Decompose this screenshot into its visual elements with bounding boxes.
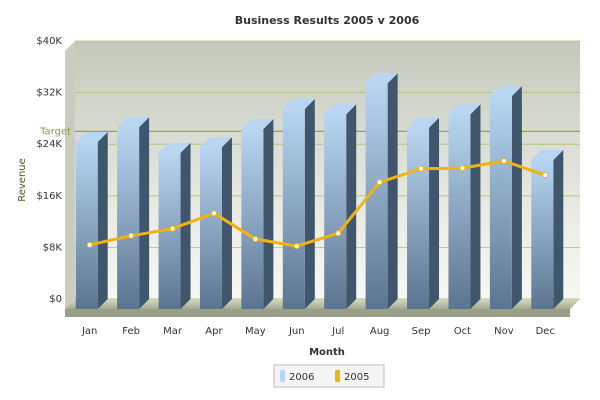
bar bbox=[448, 114, 471, 310]
x-tick-label: Aug bbox=[370, 326, 390, 337]
bar-side bbox=[511, 86, 522, 310]
line-point bbox=[293, 243, 300, 250]
x-tick-label: Apr bbox=[205, 326, 223, 337]
legend-label: 2005 bbox=[344, 372, 369, 383]
bar bbox=[365, 83, 388, 309]
bar-side bbox=[180, 142, 191, 309]
line-point bbox=[128, 232, 135, 239]
bar-side bbox=[553, 150, 564, 309]
x-tick-label: Jun bbox=[288, 326, 305, 337]
line-point bbox=[459, 165, 466, 172]
x-tick-label: May bbox=[245, 326, 266, 337]
y-tick-label: $8K bbox=[43, 242, 63, 253]
line bbox=[89, 159, 546, 248]
line-point bbox=[210, 210, 217, 217]
bar-top bbox=[241, 119, 274, 130]
bar-top bbox=[282, 99, 315, 110]
y-axis-title: Revenue bbox=[17, 158, 28, 202]
y-tick-label: $24K bbox=[36, 139, 62, 150]
x-axis-title: Month bbox=[309, 347, 345, 358]
legend-label: 2006 bbox=[289, 372, 314, 383]
bar-top bbox=[75, 131, 108, 142]
bar-side bbox=[97, 131, 108, 309]
bar-side bbox=[429, 117, 440, 309]
legend bbox=[273, 364, 385, 388]
bar bbox=[75, 141, 98, 309]
bar-top bbox=[324, 104, 357, 115]
bar-top bbox=[365, 73, 398, 84]
y-tick-label: $40K bbox=[36, 36, 62, 47]
x-tick-label: Mar bbox=[163, 326, 183, 337]
y-tick-label: $16K bbox=[36, 191, 62, 202]
bar-top bbox=[407, 117, 440, 128]
bar-top bbox=[489, 86, 522, 97]
bar-top bbox=[199, 137, 232, 148]
bar-side bbox=[346, 104, 357, 310]
side-wall bbox=[65, 41, 75, 309]
bar bbox=[241, 129, 264, 309]
bar-side bbox=[387, 73, 398, 309]
line-point bbox=[500, 157, 507, 164]
bar-side bbox=[139, 117, 150, 309]
y-tick-label: $32K bbox=[36, 88, 62, 99]
line-point bbox=[169, 225, 176, 232]
bar bbox=[158, 152, 181, 309]
bar bbox=[117, 127, 140, 309]
bar bbox=[531, 160, 554, 309]
x-tick-label: Oct bbox=[454, 326, 471, 337]
bar bbox=[282, 109, 305, 309]
bar-top bbox=[117, 117, 150, 128]
bar-top bbox=[531, 150, 564, 161]
x-tick-label: Feb bbox=[122, 326, 140, 337]
x-tick-label: Jul bbox=[331, 326, 344, 337]
line-point bbox=[335, 230, 342, 237]
bar-side bbox=[263, 119, 274, 309]
line-point bbox=[252, 236, 259, 243]
bar-side bbox=[470, 104, 481, 310]
bar bbox=[407, 127, 430, 309]
floor-edge bbox=[65, 309, 570, 317]
bar bbox=[199, 147, 222, 309]
x-tick-label: Nov bbox=[494, 326, 514, 337]
line-point bbox=[376, 179, 383, 186]
bar bbox=[324, 114, 347, 310]
line-point bbox=[86, 241, 93, 248]
trend-label: Target bbox=[39, 126, 71, 137]
line-point bbox=[542, 172, 549, 179]
x-tick-label: Sep bbox=[412, 326, 431, 337]
bar-top bbox=[448, 104, 481, 115]
x-tick-label: Jan bbox=[81, 326, 97, 337]
legend-swatch bbox=[335, 370, 340, 382]
x-tick-label: Dec bbox=[536, 326, 555, 337]
bar-top bbox=[158, 142, 191, 153]
bar-side bbox=[304, 99, 315, 309]
bar bbox=[489, 96, 512, 310]
y-tick-label: $0 bbox=[49, 294, 62, 305]
line-point bbox=[418, 165, 425, 172]
legend-swatch bbox=[280, 370, 285, 382]
chart-title: Business Results 2005 v 2006 bbox=[235, 14, 420, 27]
